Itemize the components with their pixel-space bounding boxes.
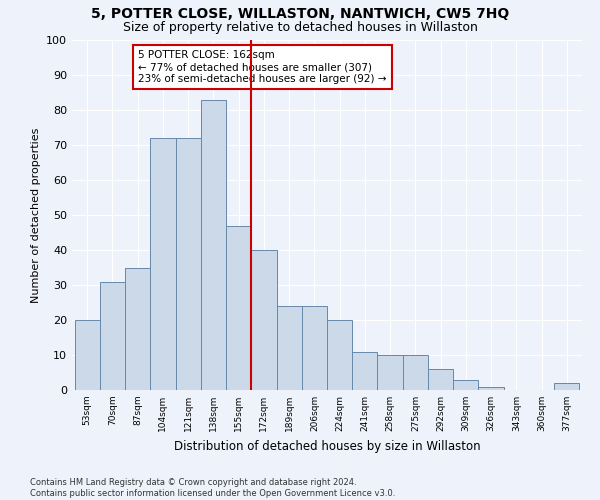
Bar [327, 320, 352, 390]
Bar [554, 383, 580, 390]
Bar [403, 355, 428, 390]
Bar [251, 250, 277, 390]
Bar [377, 355, 403, 390]
Bar [176, 138, 201, 390]
Bar [201, 100, 226, 390]
Bar [302, 306, 327, 390]
Bar [125, 268, 150, 390]
Bar [150, 138, 176, 390]
Text: 5 POTTER CLOSE: 162sqm
← 77% of detached houses are smaller (307)
23% of semi-de: 5 POTTER CLOSE: 162sqm ← 77% of detached… [139, 50, 387, 84]
Text: 5, POTTER CLOSE, WILLASTON, NANTWICH, CW5 7HQ: 5, POTTER CLOSE, WILLASTON, NANTWICH, CW… [91, 8, 509, 22]
Bar [277, 306, 302, 390]
Bar [100, 282, 125, 390]
Text: Contains HM Land Registry data © Crown copyright and database right 2024.
Contai: Contains HM Land Registry data © Crown c… [30, 478, 395, 498]
Bar [352, 352, 377, 390]
Y-axis label: Number of detached properties: Number of detached properties [31, 128, 41, 302]
Bar [226, 226, 251, 390]
Bar [74, 320, 100, 390]
Bar [453, 380, 478, 390]
Text: Size of property relative to detached houses in Willaston: Size of property relative to detached ho… [122, 21, 478, 34]
Bar [478, 386, 504, 390]
Bar [428, 369, 453, 390]
X-axis label: Distribution of detached houses by size in Willaston: Distribution of detached houses by size … [173, 440, 481, 452]
